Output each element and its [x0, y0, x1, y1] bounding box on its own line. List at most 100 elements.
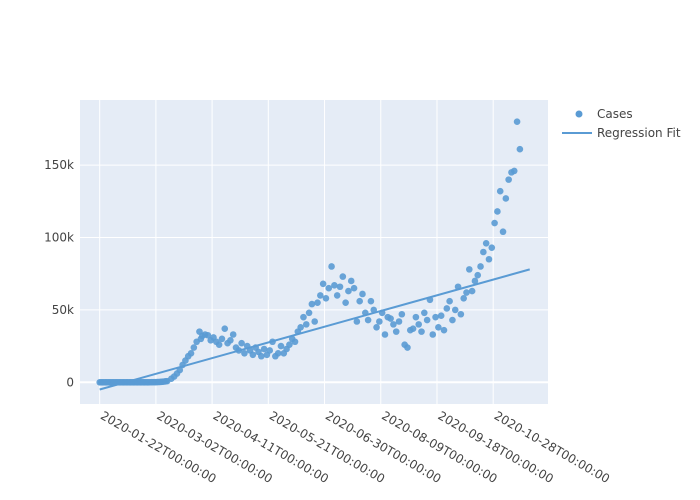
y-tick-label: 0	[66, 375, 74, 389]
cases-points	[96, 118, 524, 386]
cases-point	[392, 328, 400, 335]
legend-label-cases: Cases	[597, 107, 633, 121]
y-tick-label: 50k	[52, 303, 74, 317]
cases-point	[404, 344, 411, 351]
cases-point	[429, 331, 437, 338]
cases-point	[258, 352, 265, 360]
cases-point	[274, 350, 282, 357]
cases-point	[373, 323, 380, 331]
cases-point	[390, 321, 397, 328]
cases-point	[300, 313, 307, 321]
legend-label-regression-fit: Regression Fit	[597, 126, 681, 140]
cases-point	[350, 284, 358, 292]
x-tick-labels: 2020-01-22T00:00:002020-03-02T00:00:0020…	[98, 408, 612, 486]
cases-point	[463, 289, 470, 296]
cases-point	[328, 263, 335, 270]
cases-point	[516, 145, 524, 153]
regression-fit-line	[99, 268, 530, 391]
cases-point	[297, 323, 304, 331]
cases-point	[291, 338, 299, 346]
cases-point	[345, 287, 352, 295]
cases-point	[513, 118, 521, 126]
cases-point	[474, 271, 482, 279]
plot-background	[80, 100, 548, 404]
legend-item-cases[interactable]: Cases	[575, 107, 633, 121]
cases-point	[325, 284, 333, 292]
cases-point	[331, 282, 338, 289]
cases-point	[204, 331, 212, 339]
cases-point	[412, 313, 420, 321]
legend: Cases Regression Fit	[562, 107, 681, 140]
cases-point	[449, 316, 456, 324]
cases-point	[342, 299, 349, 306]
cases-point	[480, 248, 487, 256]
cases-point	[502, 195, 510, 202]
cases-point	[227, 337, 234, 344]
cases-point	[347, 277, 355, 285]
cases-point	[488, 244, 496, 251]
cases-point	[381, 331, 389, 338]
cases-point	[241, 350, 248, 357]
cases-point	[485, 255, 493, 263]
cases-point	[314, 299, 321, 306]
cases-point	[415, 321, 423, 328]
cases-point	[466, 266, 473, 273]
cases-point	[277, 342, 285, 350]
cases-point	[333, 292, 341, 299]
cases-point	[238, 339, 245, 347]
cases-point	[356, 297, 363, 305]
cases-point	[266, 347, 274, 354]
cases-point	[446, 297, 453, 305]
cases-point	[423, 316, 431, 324]
cases-point	[496, 187, 504, 195]
cases-point	[190, 344, 198, 351]
cases-point	[319, 280, 327, 288]
cases-point	[491, 219, 498, 227]
cases-point	[229, 331, 237, 338]
legend-item-regression-fit[interactable]: Regression Fit	[562, 126, 681, 140]
regression-line	[99, 268, 530, 391]
cases-point	[409, 325, 417, 333]
cases-point	[457, 310, 465, 318]
cases-point	[505, 176, 512, 183]
cases-point	[353, 318, 361, 325]
cases-point	[249, 351, 257, 359]
cases-point	[477, 263, 484, 270]
cases-point	[311, 318, 319, 325]
cases-point	[432, 313, 439, 321]
cases-point	[286, 341, 293, 348]
legend-marker-cases	[575, 110, 583, 118]
x-gridlines	[99, 100, 494, 404]
cases-point	[387, 315, 394, 322]
cases-point	[322, 295, 330, 302]
cases-point	[339, 273, 347, 280]
cases-point	[440, 326, 448, 334]
cases-point	[471, 277, 479, 285]
cases-point	[468, 287, 476, 295]
cases-point	[302, 321, 310, 328]
cases-point	[435, 323, 442, 331]
cases-point	[367, 297, 375, 305]
y-tick-labels: 0 50k 100k 150k	[44, 158, 74, 389]
cases-point	[437, 312, 445, 320]
cases-point	[443, 305, 451, 312]
cases-point	[359, 290, 366, 298]
cases-point	[215, 341, 223, 348]
y-tick-label: 100k	[44, 231, 74, 245]
cases-point	[308, 300, 316, 308]
cases-point	[317, 292, 324, 299]
cases-point	[305, 309, 313, 317]
cases-point	[460, 295, 467, 302]
cases-point	[187, 350, 195, 357]
cases-point	[260, 345, 268, 353]
cases-point	[398, 310, 406, 318]
cases-point	[218, 335, 226, 343]
cases-point	[376, 318, 383, 325]
cases-point	[451, 306, 459, 314]
cases-point	[499, 228, 507, 236]
cases-point	[418, 328, 425, 335]
cases-point	[336, 283, 344, 291]
cases-point	[395, 318, 403, 325]
cases-point	[364, 316, 372, 324]
